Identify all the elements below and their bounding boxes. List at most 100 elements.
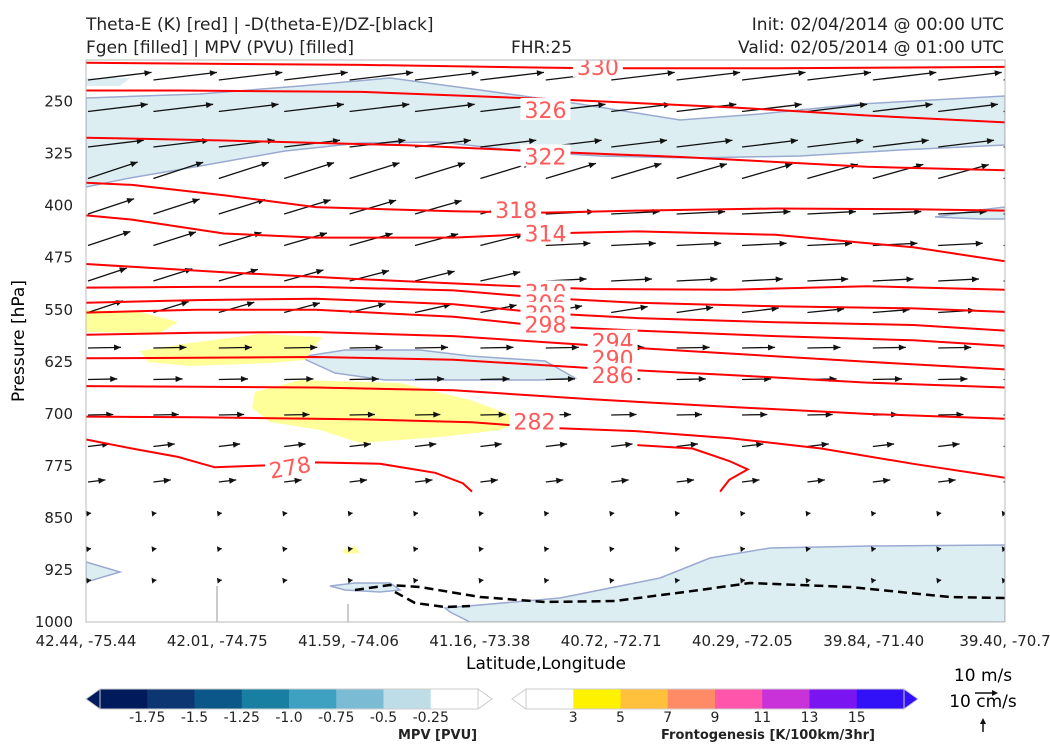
- mpv-colorbar-extend-low: [85, 688, 101, 710]
- wind-vector-head: [457, 162, 466, 168]
- wind-vector-shaft: [284, 103, 344, 113]
- mpv-colorbar-extend-high: [477, 688, 493, 710]
- wind-vector-head: [710, 276, 718, 283]
- wind-vector-head: [232, 441, 241, 448]
- wind-vector-shaft: [1003, 347, 1005, 349]
- wind-vector-head: [598, 102, 606, 109]
- wind-vector-head: [798, 70, 806, 77]
- wind-vector-head: [114, 344, 122, 351]
- wind-vector-head: [86, 577, 91, 584]
- mpv-colorbar-swatch: [289, 689, 337, 709]
- wind-vector-head: [698, 376, 706, 383]
- wind-vector-shaft: [153, 103, 214, 113]
- wind-vector-head: [594, 138, 602, 145]
- wind-vector-head: [498, 411, 506, 418]
- wind-vector-shaft: [545, 162, 597, 180]
- wind-vector-shaft: [611, 210, 660, 215]
- wind-vector-shaft: [676, 103, 737, 113]
- wind-vector-head: [1045, 209, 1050, 215]
- wind-vector-head: [694, 411, 702, 418]
- wind-vector-shaft: [414, 162, 466, 180]
- wind-vector-head: [555, 477, 564, 484]
- wind-vector-head: [621, 477, 629, 484]
- wind-vector-head: [825, 411, 833, 418]
- wind-vector-head: [119, 267, 127, 274]
- wind-vector-head: [315, 269, 324, 275]
- wind-vector-head: [841, 276, 849, 283]
- contour-label-326: 326: [525, 99, 567, 124]
- wind-vector-head: [1001, 577, 1005, 584]
- fgen-colorbar-tick: 7: [663, 710, 672, 726]
- wind-vector-head: [1047, 164, 1050, 170]
- wind-vector-head: [405, 70, 414, 77]
- wind-vector-head: [784, 163, 793, 169]
- wind-vector-shaft: [938, 242, 983, 247]
- fgen-colorbar-swatch: [809, 689, 858, 709]
- contour-label-282: 282: [513, 410, 555, 435]
- wind-vector-head: [910, 240, 918, 247]
- wind-vector-head: [564, 411, 572, 418]
- wind-vector-shaft: [938, 71, 1002, 81]
- wind-vector-head: [667, 70, 675, 77]
- plot-frame: [85, 59, 1006, 623]
- wind-vector-head: [130, 161, 138, 168]
- mpv-fill-region: [86, 561, 123, 583]
- wind-vector-head: [447, 270, 455, 276]
- y-tick-label: 925: [44, 561, 73, 579]
- wind-vector-shaft: [938, 163, 989, 180]
- mpv-colorbar: -1.75 -1.5 -1.25 -1.0 -0.75 -0.5 -0.25: [85, 688, 493, 726]
- fgen-colorbar-tick: 9: [711, 710, 720, 726]
- wind-vector-shaft: [349, 232, 393, 247]
- wind-vector-head: [433, 411, 441, 418]
- wind-vector-head: [543, 510, 549, 517]
- wind-vector-head: [195, 161, 204, 168]
- wind-vector-head: [371, 376, 379, 383]
- wind-vector-head: [478, 546, 484, 553]
- wind-vector-shaft: [872, 71, 937, 81]
- wind-vector-head: [216, 546, 222, 553]
- wind-vector-head: [790, 138, 798, 145]
- theta-e-contour-line: [86, 355, 1005, 389]
- fgen-fill-region: [86, 310, 178, 333]
- wind-vector-head: [1018, 442, 1025, 448]
- wind-vector-head: [960, 376, 968, 383]
- wind-vector-head: [779, 240, 787, 247]
- wind-vector-head: [975, 240, 983, 247]
- wind-vector-head: [98, 477, 106, 484]
- fgen-colorbar-swatch: [715, 689, 763, 709]
- mpv-colorbar-label: MPV [PVU]: [398, 728, 478, 743]
- wind-vector-head: [312, 301, 320, 308]
- wind-vector-head: [228, 477, 237, 484]
- mpv-colorbar-swatch: [100, 689, 148, 709]
- wind-vector-head: [401, 102, 410, 109]
- y-axis-ticks: 250 325 400 475 550 625 700 775 850 925 1000: [35, 93, 73, 631]
- vector-key-arrows: [975, 690, 998, 732]
- wind-vector-shaft: [611, 242, 656, 247]
- wind-vector-head: [609, 546, 615, 553]
- wind-vector-shaft: [284, 232, 328, 247]
- wind-vector-shaft: [1003, 311, 1005, 314]
- wind-vector-shaft: [741, 139, 798, 148]
- wind-vector-head: [478, 510, 484, 517]
- y-tick-label: 550: [44, 301, 73, 319]
- contour-label-298: 298: [525, 313, 567, 338]
- wind-vector-head: [282, 577, 288, 584]
- wind-vector-head: [805, 577, 811, 584]
- wind-vector-head: [936, 577, 942, 584]
- wind-vector-head: [323, 199, 331, 205]
- wind-vector-head: [240, 376, 248, 383]
- mpv-colorbar-swatch: [336, 689, 384, 709]
- mpv-colorbar-tick: -1.25: [224, 710, 260, 726]
- y-axis-label: Pressure [hPa]: [9, 280, 29, 402]
- wind-vector-shaft: [218, 103, 279, 113]
- wind-vector-head: [714, 240, 722, 247]
- wind-vector-shaft: [1003, 481, 1005, 483]
- wind-vector-head: [151, 510, 157, 517]
- x-axis-ticks: 42.44, -75.44 42.01, -74.75 41.59, -74.06 4…: [36, 632, 1050, 650]
- wind-vector-head: [952, 441, 960, 448]
- contour-label-286: 286: [592, 364, 634, 389]
- wind-vector-head: [855, 138, 864, 145]
- vector-key-horizontal-label: 10 m/s: [954, 666, 1012, 686]
- wind-vector-shaft: [480, 139, 537, 148]
- contour-label-bg: [572, 60, 623, 77]
